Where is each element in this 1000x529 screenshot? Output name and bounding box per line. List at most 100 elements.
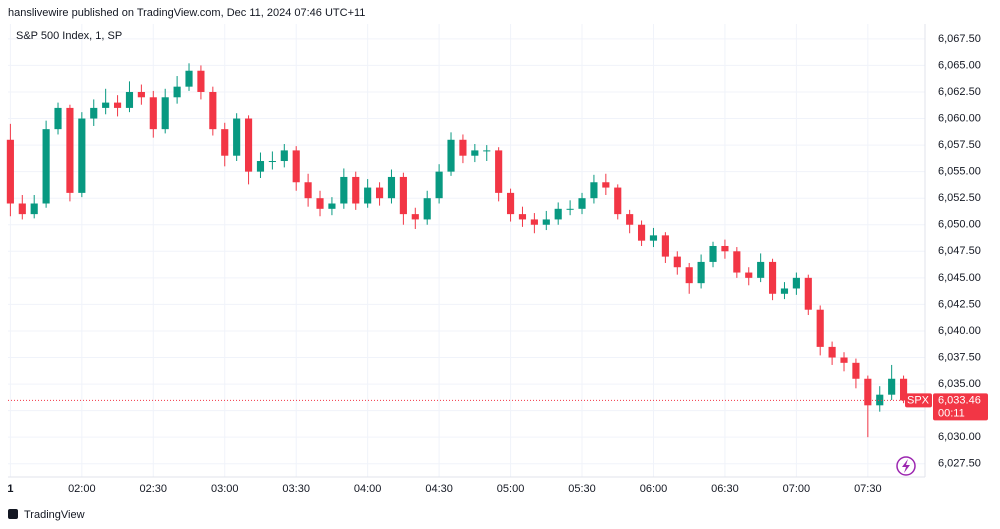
candle-body bbox=[626, 214, 634, 225]
published-line: hanslivewire published on TradingView.co… bbox=[8, 7, 365, 19]
symbol-tag bbox=[905, 393, 932, 408]
last-price-tag bbox=[933, 393, 988, 421]
x-tick-label: 02:00 bbox=[68, 483, 96, 495]
candle-body bbox=[197, 70, 205, 92]
candle-body bbox=[6, 139, 14, 204]
candle-body bbox=[590, 182, 598, 199]
candle-body bbox=[102, 102, 110, 108]
candle-body bbox=[161, 97, 169, 130]
brand-logo bbox=[8, 509, 18, 519]
candle-body bbox=[113, 102, 122, 108]
candle-body bbox=[792, 277, 800, 289]
candle-body bbox=[149, 97, 157, 130]
brand: TradingView bbox=[8, 509, 85, 521]
x-tick-label: 1 bbox=[7, 483, 13, 495]
candle-body bbox=[745, 272, 753, 278]
last-price-label: 6,033.46 bbox=[938, 394, 981, 406]
candle-body bbox=[304, 182, 312, 199]
y-tick-label: 6,027.50 bbox=[938, 458, 981, 470]
y-tick-label: 6,047.50 bbox=[938, 245, 981, 257]
candle-body bbox=[185, 70, 193, 87]
y-tick-label: 6,050.00 bbox=[938, 219, 981, 231]
candle-body bbox=[542, 219, 550, 225]
chart-title: S&P 500 Index, 1, SP bbox=[16, 30, 122, 42]
candle-body bbox=[852, 362, 860, 379]
candle-body bbox=[602, 182, 610, 188]
x-tick-label: 05:30 bbox=[568, 483, 596, 495]
candle-body bbox=[804, 277, 812, 310]
x-tick-label: 06:00 bbox=[640, 483, 668, 495]
candle-body bbox=[90, 107, 98, 119]
alert-icon[interactable] bbox=[896, 456, 916, 476]
y-tick-label: 6,040.00 bbox=[938, 325, 981, 337]
candle-body bbox=[42, 129, 50, 204]
candle-body bbox=[411, 214, 419, 220]
candle-body bbox=[506, 192, 515, 215]
candle-body bbox=[518, 214, 527, 220]
candle-body bbox=[375, 187, 384, 199]
candle-body bbox=[483, 150, 491, 152]
x-tick-label: 03:30 bbox=[282, 483, 310, 495]
candle-body bbox=[423, 198, 431, 220]
candle-body bbox=[661, 235, 669, 257]
symbol-label: SPX bbox=[907, 394, 930, 406]
candle-body bbox=[387, 176, 396, 199]
candle-body bbox=[649, 235, 658, 241]
y-tick-label: 6,062.50 bbox=[938, 86, 981, 98]
candle-body bbox=[637, 224, 646, 241]
candle-body bbox=[721, 245, 729, 252]
y-tick-label: 6,052.50 bbox=[938, 192, 981, 204]
countdown-label: 00:11 bbox=[938, 407, 965, 419]
candle-body bbox=[530, 219, 538, 225]
candle-body bbox=[697, 261, 705, 284]
candle-body bbox=[54, 107, 62, 130]
y-tick-label: 6,037.50 bbox=[938, 351, 981, 363]
x-tick-label: 07:30 bbox=[854, 483, 882, 495]
candle-body bbox=[268, 161, 276, 163]
candle-body bbox=[578, 198, 586, 209]
candle-body bbox=[733, 251, 741, 273]
y-tick-label: 6,065.00 bbox=[938, 59, 981, 71]
y-tick-label: 6,042.50 bbox=[938, 298, 981, 310]
candle-body bbox=[292, 150, 300, 183]
candle-body bbox=[828, 346, 836, 358]
y-tick-label: 6,045.00 bbox=[938, 272, 981, 284]
candle-body bbox=[816, 309, 824, 347]
y-tick-label: 6,035.00 bbox=[938, 378, 981, 390]
candle-body bbox=[876, 394, 884, 406]
candle-body bbox=[614, 187, 622, 215]
y-tick-label: 6,060.00 bbox=[938, 112, 981, 124]
y-tick-label: 6,030.00 bbox=[938, 431, 981, 443]
candle-body bbox=[554, 208, 562, 220]
candle-body bbox=[233, 118, 241, 156]
candle-body bbox=[899, 378, 908, 401]
candle-body bbox=[316, 198, 324, 209]
x-tick-label: 02:30 bbox=[140, 483, 168, 495]
candle-body bbox=[244, 118, 253, 172]
x-tick-label: 03:00 bbox=[211, 483, 239, 495]
candle-body bbox=[459, 139, 467, 156]
candle-body bbox=[280, 150, 288, 162]
candle-body bbox=[840, 357, 848, 363]
y-tick-label: 6,067.50 bbox=[938, 33, 981, 45]
candle-body bbox=[209, 91, 217, 130]
candle-body bbox=[399, 176, 407, 215]
candle-body bbox=[471, 150, 479, 156]
candle-body bbox=[173, 86, 181, 98]
candle-body bbox=[125, 91, 134, 108]
candle-body bbox=[364, 187, 372, 204]
candle-body bbox=[757, 261, 765, 278]
candle-body bbox=[137, 91, 145, 98]
candle-body bbox=[673, 256, 681, 268]
candle-body bbox=[447, 139, 455, 172]
y-tick-label: 6,055.00 bbox=[938, 166, 981, 178]
x-tick-label: 04:30 bbox=[425, 483, 453, 495]
candle-body bbox=[78, 118, 86, 193]
x-tick-label: 07:00 bbox=[783, 483, 811, 495]
candle-body bbox=[352, 176, 360, 204]
candle-body bbox=[685, 267, 693, 284]
candle-body bbox=[18, 203, 26, 215]
candle-body bbox=[256, 161, 265, 172]
candle-body bbox=[30, 203, 38, 215]
x-tick-label: 05:00 bbox=[497, 483, 525, 495]
